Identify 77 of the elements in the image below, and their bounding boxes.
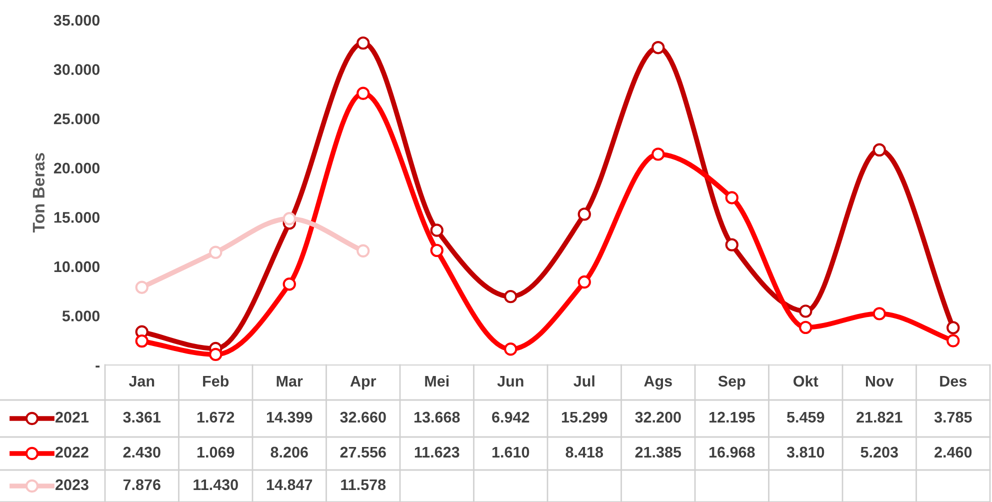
data-label: 12.195 [709, 412, 755, 423]
point [725, 191, 738, 204]
data-label: 1.610 [492, 446, 530, 458]
x-tick-label: Ags [644, 376, 672, 390]
point [135, 280, 148, 294]
legend-label: 2023 [56, 479, 88, 490]
x-tick-label: Jun [497, 376, 524, 387]
point [872, 307, 886, 320]
point [799, 304, 812, 318]
data-label: 7.876 [123, 479, 160, 490]
data-label: 2.430 [123, 446, 160, 458]
data-label: 3.810 [786, 446, 824, 458]
y-tick-label: - [96, 366, 100, 368]
x-tick-label: Sep [718, 376, 746, 390]
data-label: 8.418 [566, 446, 604, 458]
data-label: 3.785 [934, 412, 972, 423]
data-label: 27.556 [340, 446, 386, 458]
data-label: 8.206 [270, 446, 308, 458]
x-tick-label: Des [940, 376, 967, 387]
legend-label: 2021 [56, 412, 89, 423]
point [504, 342, 518, 356]
x-tick-label: Mei [425, 375, 449, 387]
point [356, 36, 370, 50]
data-label: 3.361 [123, 412, 161, 423]
x-tick-label: Okt [794, 375, 818, 387]
x-tick-label: Feb [203, 375, 229, 387]
y-axis-title: Ton Beras [32, 153, 45, 232]
data-label: 14.399 [266, 412, 312, 423]
x-tick-label: Apr [350, 376, 376, 390]
x-tick-label: Mar [276, 376, 303, 387]
x-tick-label: Nov [866, 376, 894, 387]
point [652, 41, 665, 54]
y-tick-label: 25.000 [54, 113, 100, 124]
data-label: 5.459 [786, 412, 824, 423]
data-label: 6.942 [492, 412, 530, 423]
point [578, 275, 591, 289]
data-label: 21.821 [856, 412, 902, 423]
y-tick-label: 5.000 [62, 310, 100, 322]
data-label: 1.672 [197, 412, 234, 423]
x-tick-label: Jul [574, 375, 594, 387]
data-label: 15.299 [562, 412, 608, 423]
data-label: 5.203 [860, 446, 898, 458]
x-tick-label: Jan [128, 376, 154, 387]
data-label: 11.430 [194, 479, 238, 490]
data-label: 32.200 [635, 412, 681, 423]
point [282, 278, 296, 291]
point [430, 224, 444, 237]
data-label: 11.623 [414, 446, 460, 458]
point [209, 348, 222, 362]
data-label: 16.968 [709, 446, 755, 458]
point [652, 148, 665, 161]
data-label: 2.460 [934, 446, 972, 458]
point [282, 212, 296, 226]
data-label: 13.668 [414, 412, 460, 423]
point [135, 334, 148, 348]
data-label: 21.385 [635, 446, 682, 458]
point [356, 86, 370, 100]
point [946, 334, 960, 348]
point [799, 320, 812, 334]
data-label: 14.847 [266, 479, 312, 490]
point [356, 244, 370, 258]
y-tick-label: 30.000 [54, 64, 100, 75]
data-label: 32.660 [340, 412, 386, 423]
point [946, 321, 960, 334]
legend-label: 2022 [56, 446, 88, 458]
y-tick-label: 15.000 [54, 212, 100, 223]
point [504, 290, 518, 304]
y-tick-label: 35.000 [54, 14, 100, 26]
point [209, 246, 222, 259]
point [578, 208, 591, 221]
y-tick-label: 10.000 [54, 261, 100, 272]
point [430, 244, 444, 258]
point [872, 143, 886, 157]
data-label: 1.069 [197, 446, 234, 458]
y-tick-label: 20.000 [54, 162, 100, 174]
data-label: 11.578 [341, 479, 386, 490]
point [725, 238, 738, 252]
